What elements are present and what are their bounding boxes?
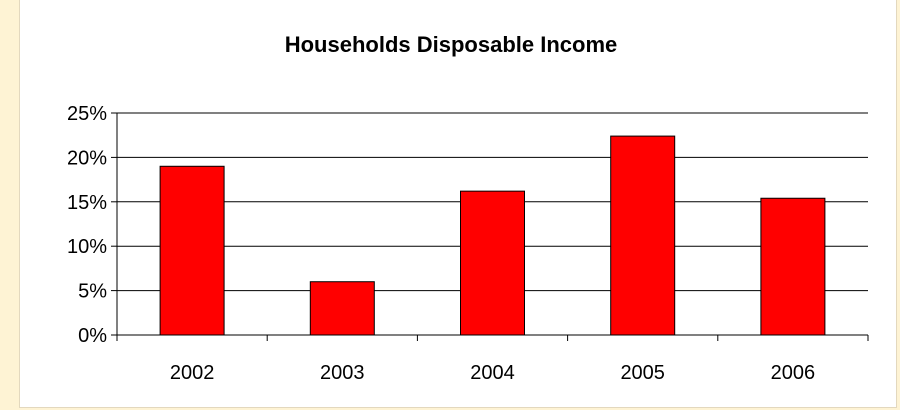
y-tick-label: 25% — [67, 103, 107, 125]
y-tick-labels: 0% 5% 10% 15% 20% 25% — [67, 103, 107, 347]
y-tick-label: 15% — [67, 192, 107, 214]
y-tick-label: 5% — [78, 281, 107, 303]
bar-2004 — [460, 190, 525, 336]
x-tick-label: 2003 — [320, 362, 365, 384]
x-tick-labels: 2002 2003 2004 2005 2006 — [170, 362, 815, 384]
x-tick-label: 2006 — [771, 362, 816, 384]
chart-area: Households Disposable Income 0% 5% 10% 15% 2… — [19, 0, 897, 408]
bar-chart: Households Disposable Income 0% 5% 10% 15% 2… — [67, 32, 869, 384]
axes — [111, 112, 869, 341]
bar-2002 — [159, 165, 225, 336]
bar-2005 — [610, 135, 676, 336]
bar-2003 — [309, 281, 375, 336]
chart-title: Households Disposable Income — [285, 32, 618, 57]
y-tick-label: 0% — [78, 325, 107, 347]
x-tick-label: 2005 — [620, 362, 665, 384]
bar-2006 — [760, 197, 826, 336]
x-tick-label: 2002 — [170, 362, 215, 384]
y-tick-label: 10% — [67, 236, 107, 258]
x-tick-label: 2004 — [470, 362, 515, 384]
bars — [159, 135, 826, 336]
y-tick-label: 20% — [67, 147, 107, 169]
